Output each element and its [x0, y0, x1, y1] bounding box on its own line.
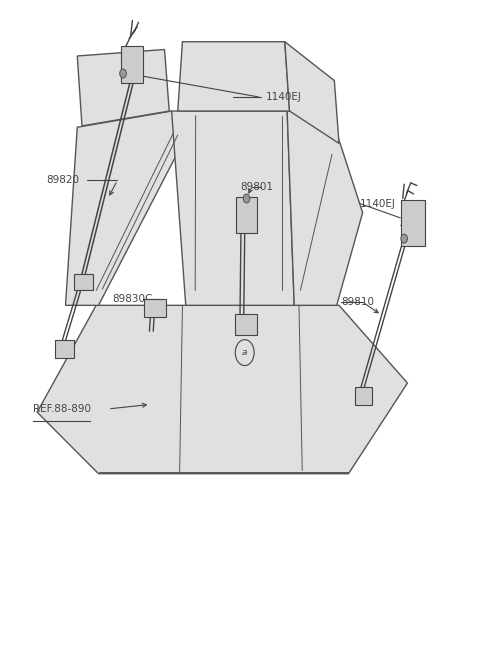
Circle shape — [243, 194, 250, 203]
FancyBboxPatch shape — [120, 46, 144, 83]
Text: REF.88-890: REF.88-890 — [34, 404, 91, 414]
FancyBboxPatch shape — [236, 197, 257, 233]
Polygon shape — [178, 42, 289, 111]
Circle shape — [120, 69, 126, 78]
FancyBboxPatch shape — [55, 340, 74, 358]
Polygon shape — [172, 111, 294, 305]
Text: 1140EJ: 1140EJ — [360, 199, 396, 209]
Text: 89830C: 89830C — [113, 294, 153, 304]
FancyBboxPatch shape — [73, 274, 93, 290]
Polygon shape — [285, 42, 339, 144]
Polygon shape — [77, 49, 169, 126]
FancyBboxPatch shape — [355, 387, 372, 405]
FancyBboxPatch shape — [401, 201, 425, 246]
Polygon shape — [37, 305, 408, 474]
FancyBboxPatch shape — [235, 314, 256, 335]
Text: a: a — [242, 348, 248, 357]
Polygon shape — [287, 111, 362, 305]
Text: 89810: 89810 — [341, 297, 374, 307]
Circle shape — [401, 234, 408, 243]
Text: 89801: 89801 — [240, 182, 273, 192]
Text: 1140EJ: 1140EJ — [266, 92, 302, 102]
FancyBboxPatch shape — [144, 299, 166, 317]
Text: 89820: 89820 — [47, 175, 80, 186]
Polygon shape — [65, 111, 186, 305]
